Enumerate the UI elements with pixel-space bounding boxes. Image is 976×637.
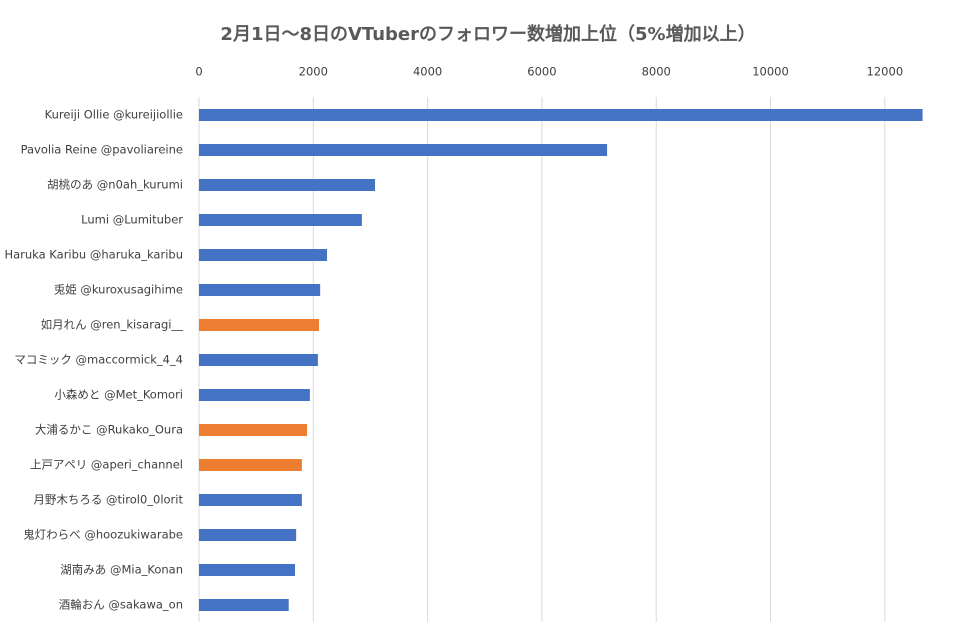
y-tick-label: 小森めと @Met_Komori xyxy=(54,388,183,402)
x-tick-label: 8000 xyxy=(642,65,671,79)
bar xyxy=(199,109,923,121)
y-tick-label: 湖南みあ @Mia_Konan xyxy=(60,563,183,577)
y-tick-label: マコミック @maccormick_4_4 xyxy=(14,353,183,367)
y-tick-label: 大浦るかこ @Rukako_Oura xyxy=(35,423,183,437)
bar xyxy=(199,389,310,401)
x-tick-label: 6000 xyxy=(527,65,556,79)
y-tick-label: Pavolia Reine @pavoliareine xyxy=(21,143,183,157)
bar xyxy=(199,494,302,506)
y-tick-label: 酒輪おん @sakawa_on xyxy=(59,598,183,612)
y-tick-label: 兎姫 @kuroxusagihime xyxy=(54,283,183,297)
y-tick-label: Lumi @Lumituber xyxy=(81,213,183,227)
y-tick-label: 月野木ちろる @tirol0_0lorit xyxy=(33,493,183,507)
bar xyxy=(199,529,297,541)
chart-title: 2月1日〜8日のVTuberのフォロワー数増加上位（5%増加以上） xyxy=(220,23,755,45)
y-tick-label: 胡桃のあ @n0ah_kurumi xyxy=(47,178,183,192)
x-tick-label: 2000 xyxy=(299,65,328,79)
x-tick-label: 0 xyxy=(195,65,202,79)
y-tick-label: Kureiji Ollie @kureijiollie xyxy=(45,108,183,122)
bar xyxy=(199,144,608,156)
bar xyxy=(199,599,289,611)
bar xyxy=(199,564,296,576)
y-tick-label: 鬼灯わらべ @hoozukiwarabe xyxy=(23,528,183,542)
bar xyxy=(199,214,362,226)
bar xyxy=(199,249,328,261)
y-tick-label: 如月れん @ren_kisaragi__ xyxy=(41,318,184,332)
y-tick-label: 上戸アペリ @aperi_channel xyxy=(30,458,183,472)
x-tick-label: 12000 xyxy=(867,65,904,79)
bar xyxy=(199,354,318,366)
x-tick-label: 10000 xyxy=(752,65,789,79)
bar xyxy=(199,319,320,331)
y-tick-label: Haruka Karibu @haruka_karibu xyxy=(4,248,183,262)
x-tick-label: 4000 xyxy=(413,65,442,79)
bar xyxy=(199,459,302,471)
bar xyxy=(199,179,376,191)
bar xyxy=(199,284,321,296)
bar xyxy=(199,424,308,436)
